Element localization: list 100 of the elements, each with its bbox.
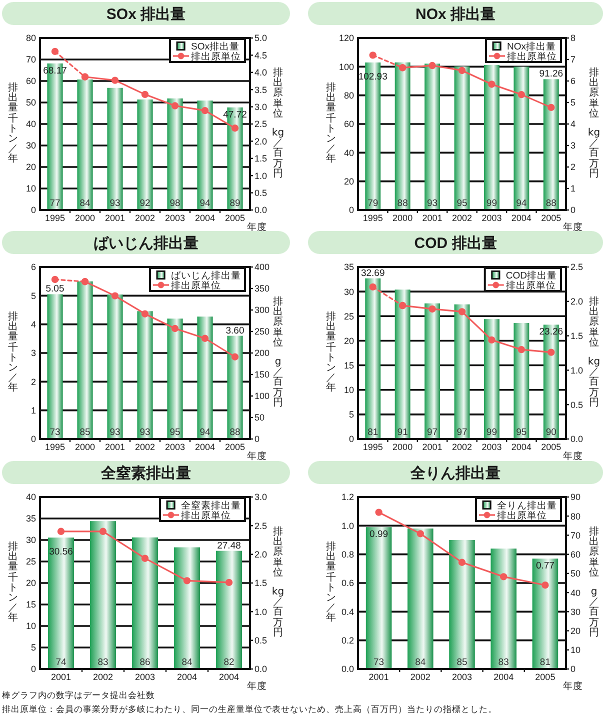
annotation: 84 — [182, 657, 192, 668]
y2-tick-label: 0.0 — [570, 434, 584, 444]
y2label: 排出原単位 kg／百万円 — [272, 528, 284, 638]
legend-label: 排出原単位 — [181, 509, 231, 522]
y2-tick-label: 250 — [254, 326, 270, 337]
y-tick-label: 35 — [344, 262, 354, 272]
annotation: 89 — [230, 198, 240, 209]
y2-tick-label: 3.0 — [254, 102, 268, 112]
y-tick-label: 15 — [344, 360, 354, 370]
annotation: 82 — [224, 657, 234, 668]
annotation: 81 — [368, 427, 378, 438]
y-tick-label: 10 — [26, 621, 36, 632]
annotation: 85 — [80, 427, 90, 438]
y-tick-label: 40 — [26, 119, 36, 130]
legend-label: ばいじん排出量 — [171, 269, 241, 282]
x-tick-label: 2003 — [482, 213, 502, 223]
annotation: 95 — [170, 427, 180, 438]
annotation: 83 — [498, 657, 509, 668]
y-tick-label: 0.2 — [341, 636, 354, 646]
x-axis-title: 年度 — [247, 221, 267, 233]
ylabel: 排出量千トン／年 — [326, 83, 336, 165]
title: COD 排出量 — [414, 235, 497, 252]
y2-tick-label: 100 — [254, 391, 270, 402]
value-label: 30.56 — [49, 546, 73, 558]
ylabel: 排出量千トン／年 — [8, 83, 18, 165]
x-tick-label: 2004 — [194, 442, 216, 452]
y2-tick-label: 90 — [570, 492, 581, 502]
x-tick-label: 2002 — [134, 442, 156, 452]
value-label: 0.99 — [370, 529, 388, 540]
x-tick-label: 2003 — [134, 672, 156, 682]
legend-label: 排出原単位 — [497, 509, 547, 522]
x-tick-label: 2005 — [224, 442, 246, 452]
y2-tick-label: 50 — [570, 568, 581, 579]
legend-label: 排出原単位 — [171, 279, 221, 292]
x-tick-label: 2000 — [74, 442, 96, 452]
y2-tick-label: 3.5 — [254, 84, 268, 95]
y2-tick-label: 4.0 — [254, 68, 268, 78]
y-tick-label: 0.6 — [341, 578, 354, 588]
annotation: 94 — [200, 427, 210, 438]
y2-tick-label: 8 — [570, 33, 576, 44]
y2-tick-label: 0.5 — [254, 636, 268, 646]
y-tick-label: 10 — [344, 385, 354, 396]
title: ばいじん排出量 — [94, 235, 198, 252]
y2-tick-label: 2.0 — [254, 136, 268, 146]
x-tick-label: 2004 — [511, 442, 532, 452]
x-tick-label: 2003 — [452, 672, 472, 682]
y-tick-label: 20 — [26, 578, 36, 588]
value-label: 0.77 — [536, 560, 554, 572]
y-tick-label: 1.2 — [341, 492, 354, 502]
y-tick-label: 10 — [26, 184, 36, 194]
annotation: 92 — [140, 198, 150, 209]
title: NOx 排出量 — [416, 6, 496, 23]
x-tick-label: 2005 — [541, 442, 562, 452]
y2label: 排出原単位 g／百万円 — [589, 528, 599, 638]
x-tick-label: 1995 — [362, 442, 383, 452]
annotation: 95 — [456, 198, 468, 209]
legend-label: COD排出量 — [506, 269, 557, 282]
title: 全りん排出量 — [410, 465, 500, 482]
y-tick-label: 0 — [30, 434, 36, 444]
x-tick-label: 2004 — [218, 672, 240, 682]
y-tick-label: 1 — [30, 406, 36, 416]
y2-tick-label: 2.5 — [254, 119, 268, 130]
x-tick-label: 2003 — [482, 442, 502, 452]
annotation: 86 — [140, 657, 150, 668]
x-tick-label: 2001 — [104, 442, 126, 452]
y2-tick-label: 0.0 — [254, 205, 268, 216]
annotation: 73 — [374, 657, 384, 668]
x-tick-label: 2004 — [511, 213, 532, 223]
y2-tick-label: 350 — [254, 284, 270, 294]
y2-tick-label: 0.5 — [254, 188, 268, 198]
y-tick-label: 0 — [348, 434, 354, 444]
y-tick-label: 80 — [344, 90, 354, 101]
title: 全窒素排出量 — [101, 465, 191, 482]
y2-tick-label: 2 — [570, 162, 576, 172]
ylabel: 排出量千トン／年 — [326, 542, 336, 624]
y-tick-label: 5 — [30, 642, 36, 653]
y2-tick-label: 10 — [570, 645, 581, 656]
x-tick-label: 1995 — [362, 213, 383, 223]
y2-tick-label: 30 — [570, 606, 581, 617]
y-tick-label: 60 — [26, 76, 36, 86]
y2-tick-label: 1.0 — [570, 365, 584, 376]
y-tick-label: 120 — [338, 33, 354, 44]
y-tick-label: 3 — [30, 348, 36, 358]
y2-tick-label: 5 — [570, 98, 576, 108]
x-axis-title: 年度 — [563, 221, 583, 233]
y2-tick-label: 40 — [570, 588, 581, 598]
y2-tick-label: 50 — [254, 412, 265, 423]
y-tick-label: 100 — [338, 62, 354, 72]
y2label: 排出原単位 g／百万円 — [273, 298, 283, 408]
y2-tick-label: 6 — [570, 76, 576, 86]
value-label: 5.05 — [46, 284, 64, 295]
y-tick-label: 30 — [26, 535, 36, 546]
y2-tick-label: 400 — [254, 262, 270, 272]
annotation: 91 — [397, 427, 408, 438]
y-tick-label: 70 — [26, 54, 36, 65]
y2-tick-label: 0 — [570, 205, 576, 216]
y-tick-label: 0.8 — [341, 550, 354, 560]
note: 排出原単位：会員の事業分野が多岐にわたり、同一の生産量単位で表せないため、売上高（百万円）当たりの指標とした。 — [2, 705, 497, 716]
x-tick-label: 2001 — [50, 672, 72, 682]
legend-label: 全窒素排出量 — [181, 499, 241, 512]
